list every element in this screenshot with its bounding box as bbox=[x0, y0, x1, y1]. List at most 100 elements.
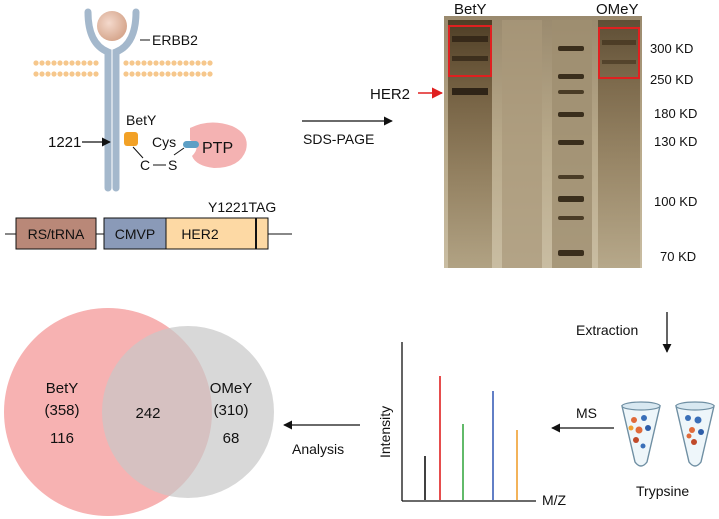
marker-180: 180 KD bbox=[654, 106, 697, 121]
extraction-step: Extraction bbox=[576, 312, 672, 353]
lipid-dot bbox=[207, 71, 213, 77]
analysis-label: Analysis bbox=[292, 441, 344, 457]
venn-circle-omey bbox=[102, 326, 274, 498]
segment-cmv-label: CMVP bbox=[115, 226, 155, 242]
lipid-dot bbox=[69, 71, 75, 77]
ligand-ball bbox=[97, 11, 127, 41]
lipid-dot bbox=[129, 60, 135, 66]
gel-panel: BetY OMeY HER2 300 KD 250 KD 180 KD 130 … bbox=[370, 1, 697, 268]
trypsine-label: Trypsine bbox=[636, 483, 689, 499]
venn-omey-name: OMeY bbox=[210, 380, 253, 397]
segment-rs-trna bbox=[15, 217, 97, 250]
s-label: S bbox=[168, 157, 177, 173]
gel-lane-empty bbox=[502, 20, 542, 268]
lipid-dot bbox=[177, 71, 183, 77]
lipid-dot bbox=[63, 60, 69, 66]
lipid-dot bbox=[75, 71, 81, 77]
lipid-dot bbox=[33, 60, 39, 66]
ptp-shape bbox=[190, 122, 247, 168]
lipid-dot bbox=[69, 60, 75, 66]
lipid-dot bbox=[93, 60, 99, 66]
marker-ladder bbox=[558, 46, 584, 256]
ms-x-label: M/Z bbox=[542, 492, 567, 508]
lane-label-bety: BetY bbox=[454, 1, 487, 18]
lipid-dot bbox=[81, 71, 87, 77]
lipid-dot bbox=[159, 60, 165, 66]
marker-250: 250 KD bbox=[650, 72, 693, 87]
tube-left bbox=[621, 405, 661, 467]
lipid-dot bbox=[177, 60, 183, 66]
lipid-dot bbox=[135, 60, 141, 66]
omey-highlight-box bbox=[598, 27, 640, 79]
lipid-dot bbox=[57, 60, 63, 66]
venn-omey-unique: 68 bbox=[223, 430, 240, 447]
lipid-dot bbox=[123, 60, 129, 66]
ms-label: MS bbox=[576, 405, 597, 421]
lipid-dot bbox=[147, 60, 153, 66]
lane-label-omey: OMeY bbox=[596, 1, 639, 18]
ms-spectrum: Intensity M/Z bbox=[377, 342, 567, 508]
lipid-dot bbox=[135, 71, 141, 77]
lipid-dot bbox=[183, 71, 189, 77]
sds-page-step: SDS-PAGE bbox=[302, 116, 393, 147]
lipid-dot bbox=[171, 60, 177, 66]
venn-diagram: BetY (358) 116 242 OMeY (310) 68 bbox=[4, 308, 274, 516]
lipid-dot bbox=[57, 71, 63, 77]
marker-70: 70 KD bbox=[660, 249, 696, 264]
lipid-dot bbox=[51, 60, 57, 66]
c-label: C bbox=[140, 157, 150, 173]
lipid-dot bbox=[201, 60, 207, 66]
lipid-dot bbox=[39, 71, 45, 77]
venn-omey-total: (310) bbox=[213, 402, 248, 419]
lipid-dot bbox=[195, 71, 201, 77]
venn-overlap: 242 bbox=[135, 405, 160, 422]
lipid-dot bbox=[129, 71, 135, 77]
lipid-dot bbox=[39, 60, 45, 66]
sample-bands bbox=[452, 36, 636, 95]
marker-100: 100 KD bbox=[654, 194, 697, 209]
lipid-dot bbox=[189, 71, 195, 77]
venn-bety-unique: 116 bbox=[50, 430, 74, 447]
lipid-dot bbox=[165, 71, 171, 77]
lipid-dot bbox=[207, 60, 213, 66]
bety-tag bbox=[124, 132, 138, 146]
lipid-dot bbox=[141, 60, 147, 66]
segment-rs-trna-label: RS/tRNA bbox=[28, 226, 85, 242]
bond-s-cys bbox=[173, 147, 185, 156]
ptp-linker bbox=[183, 141, 199, 148]
lipid-dot bbox=[201, 71, 207, 77]
site-label: 1221 bbox=[48, 134, 81, 151]
membrane-panel: ERBB2 1221 BetY Cys C S PTP bbox=[33, 8, 247, 192]
her2-band-label: HER2 bbox=[370, 86, 410, 103]
lipid-dot bbox=[45, 71, 51, 77]
construct-panel: RS/tRNA CMVP HER2 Y1221TAG bbox=[5, 199, 292, 250]
lipid-bilayer bbox=[33, 60, 213, 77]
mutation-label: Y1221TAG bbox=[208, 199, 276, 215]
lipid-dot bbox=[189, 60, 195, 66]
ms-step: MS bbox=[551, 405, 614, 433]
lipid-dot bbox=[75, 60, 81, 66]
lipid-dot bbox=[195, 60, 201, 66]
venn-bety-total: (358) bbox=[44, 402, 79, 419]
lipid-dot bbox=[153, 71, 159, 77]
tube-right bbox=[675, 405, 715, 467]
receptor-arms bbox=[84, 8, 140, 192]
bety-highlight-box bbox=[448, 25, 492, 77]
ptp-label: PTP bbox=[202, 140, 233, 157]
bety-label: BetY bbox=[126, 112, 157, 128]
cys-label: Cys bbox=[152, 134, 176, 150]
bond-tag-c bbox=[132, 146, 144, 159]
lipid-dot bbox=[87, 71, 93, 77]
lipid-dot bbox=[141, 71, 147, 77]
marker-130: 130 KD bbox=[654, 134, 697, 149]
lipid-dot bbox=[183, 60, 189, 66]
lipid-dot bbox=[165, 60, 171, 66]
lipid-dot bbox=[51, 71, 57, 77]
ms-y-label: Intensity bbox=[377, 406, 393, 458]
extraction-label: Extraction bbox=[576, 322, 638, 338]
lipid-dot bbox=[153, 60, 159, 66]
lipid-dot bbox=[87, 60, 93, 66]
marker-300: 300 KD bbox=[650, 41, 693, 56]
segment-her2 bbox=[165, 217, 269, 250]
sds-page-label: SDS-PAGE bbox=[303, 131, 374, 147]
